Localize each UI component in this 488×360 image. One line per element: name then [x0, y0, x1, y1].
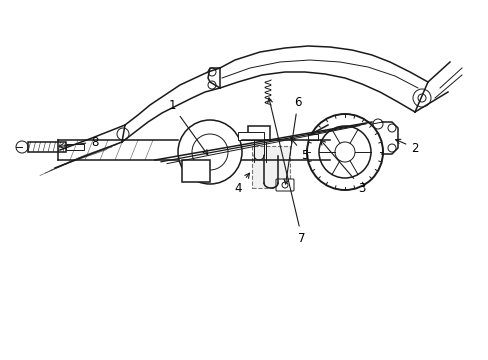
Text: 6: 6: [284, 95, 301, 184]
FancyBboxPatch shape: [275, 179, 293, 191]
Text: 7: 7: [267, 98, 305, 244]
Text: 8: 8: [59, 135, 99, 149]
Bar: [251, 146, 289, 188]
Text: 3: 3: [320, 140, 365, 194]
Text: 2: 2: [395, 139, 418, 154]
Bar: [182, 160, 209, 182]
Text: 1: 1: [168, 99, 207, 155]
Bar: [28, 142, 66, 152]
Bar: [238, 132, 264, 140]
Text: 5: 5: [290, 138, 308, 162]
Bar: [307, 134, 317, 140]
Bar: [66, 144, 84, 150]
Text: 4: 4: [234, 173, 249, 194]
Bar: [247, 126, 269, 140]
